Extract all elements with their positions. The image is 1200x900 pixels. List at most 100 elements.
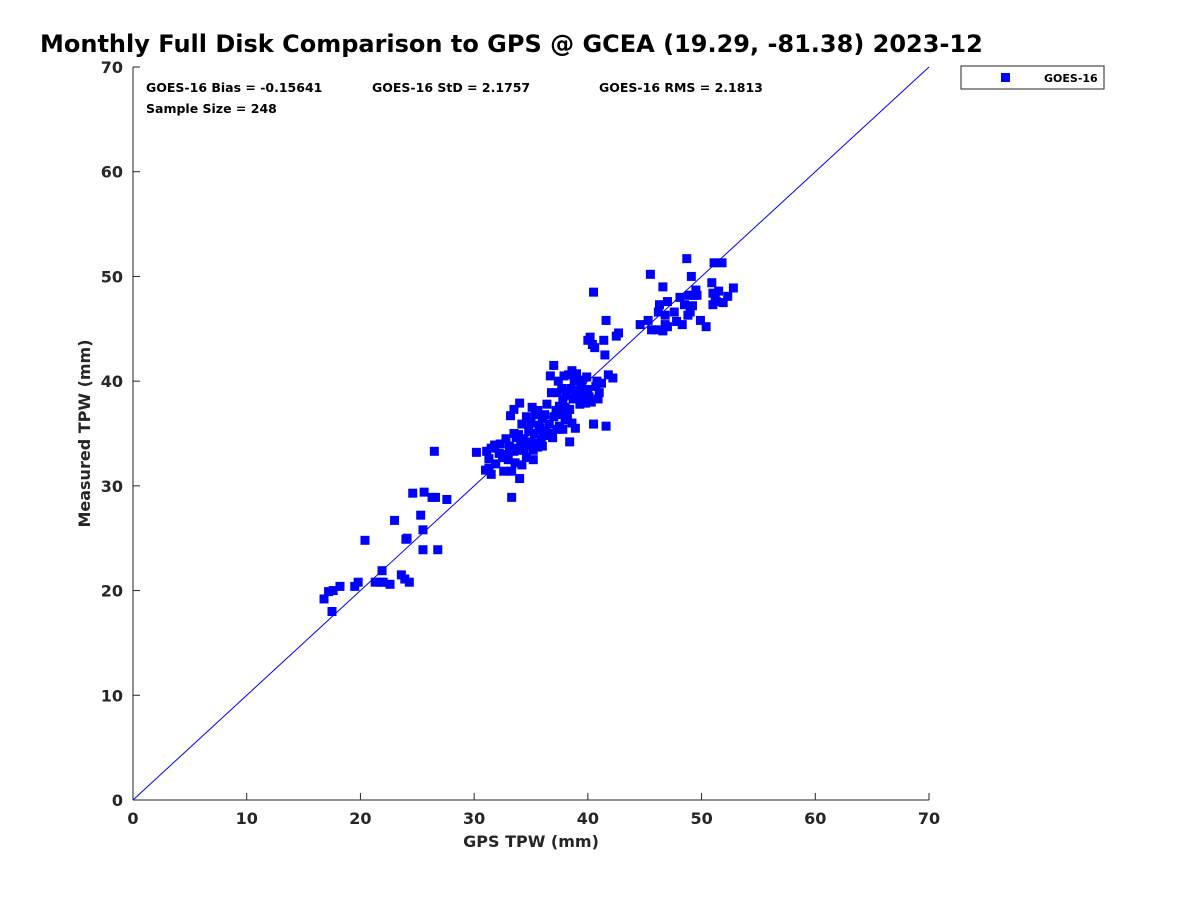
data-point bbox=[599, 335, 609, 345]
data-point bbox=[711, 297, 721, 307]
data-point bbox=[515, 398, 525, 408]
data-point bbox=[600, 350, 610, 360]
data-point bbox=[521, 412, 531, 422]
data-point bbox=[685, 307, 695, 317]
data-point bbox=[565, 437, 575, 447]
x-tick-label: 20 bbox=[349, 809, 371, 828]
data-point bbox=[502, 449, 512, 459]
data-point bbox=[559, 371, 569, 381]
data-point bbox=[433, 545, 443, 555]
data-point bbox=[565, 404, 575, 414]
data-point bbox=[651, 325, 661, 335]
data-point bbox=[567, 366, 577, 376]
data-point bbox=[728, 283, 738, 293]
data-point bbox=[516, 440, 526, 450]
data-point bbox=[490, 440, 500, 450]
data-point bbox=[601, 315, 611, 325]
data-point bbox=[509, 404, 519, 414]
data-point bbox=[687, 301, 697, 311]
data-point bbox=[540, 410, 550, 420]
data-point bbox=[510, 458, 520, 468]
data-point bbox=[491, 459, 501, 469]
data-point bbox=[515, 474, 525, 484]
y-tick-label: 50 bbox=[101, 267, 123, 286]
data-point bbox=[680, 300, 690, 310]
data-point bbox=[581, 398, 591, 408]
data-point bbox=[597, 378, 607, 388]
data-point bbox=[328, 586, 338, 596]
data-point bbox=[695, 315, 705, 325]
data-point bbox=[503, 455, 513, 465]
data-point bbox=[484, 454, 494, 464]
data-point bbox=[517, 419, 527, 429]
data-point bbox=[402, 533, 412, 543]
data-point bbox=[504, 441, 514, 451]
data-point bbox=[535, 423, 545, 433]
data-point bbox=[614, 328, 624, 338]
data-point bbox=[675, 292, 685, 302]
data-point bbox=[672, 316, 682, 326]
data-point bbox=[546, 388, 556, 398]
data-point bbox=[576, 380, 586, 390]
data-point bbox=[498, 453, 508, 463]
data-point bbox=[521, 453, 531, 463]
data-point bbox=[654, 300, 664, 310]
data-point bbox=[506, 411, 516, 421]
data-point bbox=[528, 455, 538, 465]
data-point bbox=[717, 258, 727, 268]
data-point bbox=[408, 488, 418, 498]
data-point bbox=[568, 394, 578, 404]
data-point bbox=[592, 376, 602, 386]
data-point bbox=[557, 383, 567, 393]
data-point bbox=[566, 383, 576, 393]
chart-title: Monthly Full Disk Comparison to GPS @ GC… bbox=[40, 30, 983, 58]
data-point bbox=[589, 419, 599, 429]
y-tick-label: 30 bbox=[101, 477, 123, 496]
data-point bbox=[635, 320, 645, 330]
data-point bbox=[558, 395, 568, 405]
data-point bbox=[548, 433, 558, 443]
data-point bbox=[692, 290, 702, 300]
data-point bbox=[567, 418, 577, 428]
data-point bbox=[560, 415, 570, 425]
data-point bbox=[429, 446, 439, 456]
x-tick-label: 70 bbox=[918, 809, 940, 828]
data-point bbox=[507, 466, 517, 476]
data-point bbox=[577, 375, 587, 385]
data-point bbox=[586, 397, 596, 407]
data-point bbox=[544, 419, 554, 429]
data-point bbox=[647, 325, 657, 335]
data-point bbox=[549, 360, 559, 370]
data-point bbox=[669, 307, 679, 317]
data-point bbox=[404, 577, 414, 587]
data-point bbox=[714, 286, 724, 296]
legend-label: GOES-16 bbox=[1044, 72, 1098, 85]
data-point bbox=[528, 445, 538, 455]
data-point bbox=[430, 492, 440, 502]
data-point bbox=[529, 429, 539, 438]
data-point bbox=[378, 577, 388, 587]
std-stat: GOES-16 StD = 2.1757 bbox=[372, 80, 530, 95]
data-point bbox=[400, 574, 410, 584]
data-point bbox=[501, 434, 511, 444]
data-point bbox=[556, 410, 566, 420]
y-axis-label: Measured TPW (mm) bbox=[75, 339, 94, 527]
data-point bbox=[486, 469, 496, 479]
data-point bbox=[601, 421, 611, 431]
data-point bbox=[526, 418, 536, 428]
data-point bbox=[684, 290, 694, 300]
data-point bbox=[583, 385, 593, 395]
data-point bbox=[643, 315, 653, 325]
data-point bbox=[584, 392, 594, 402]
data-point bbox=[562, 410, 572, 420]
data-point bbox=[562, 390, 572, 400]
data-point bbox=[701, 322, 711, 332]
data-point bbox=[370, 577, 380, 587]
data-point bbox=[513, 445, 523, 455]
x-tick-label: 50 bbox=[690, 809, 712, 828]
data-point bbox=[553, 376, 563, 386]
data-point bbox=[319, 594, 329, 604]
sample-size-stat: Sample Size = 248 bbox=[146, 101, 277, 116]
